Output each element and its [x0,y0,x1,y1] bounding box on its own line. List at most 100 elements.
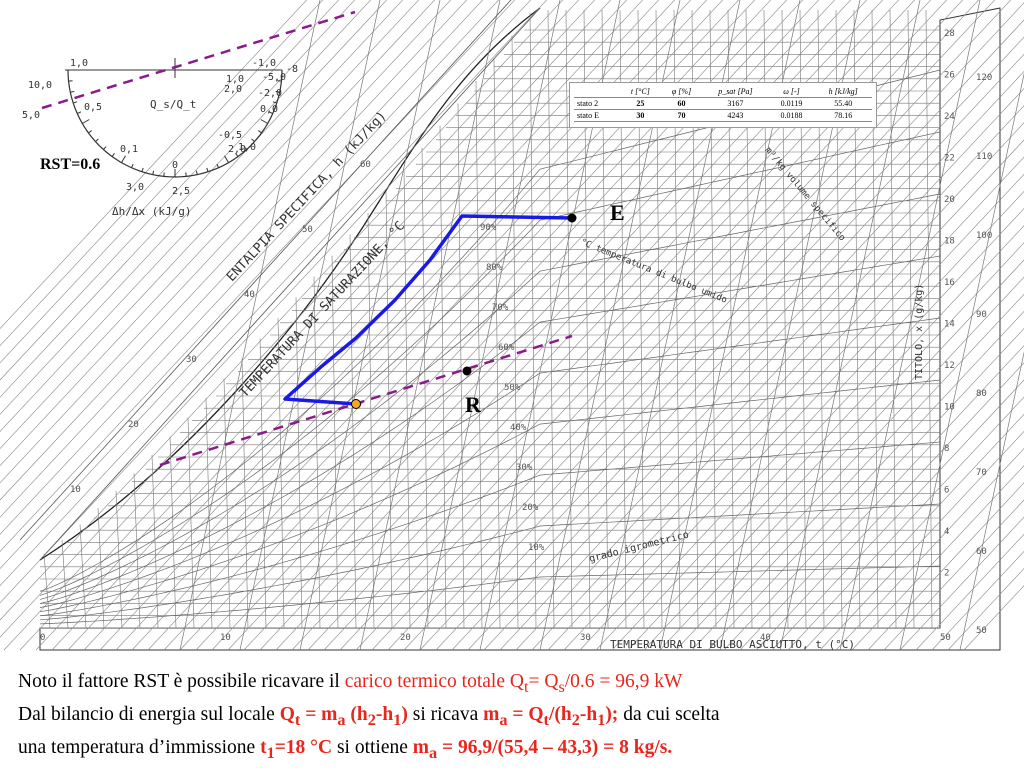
tick-label: 28 [944,29,955,39]
tick-label: 20 [128,420,139,430]
tick-label: 70 [976,468,987,478]
grid-line [359,0,501,651]
tick-label: 24 [944,112,955,122]
grid-line [323,0,932,651]
protractor-tick-label: -1,0 [252,58,276,69]
grid-line [0,0,436,467]
rst-label: RST=0.6 [40,156,101,173]
grid-line [835,448,1024,651]
humidity-ratio-ticks: 28 26 24 22 20 18 16 14 12 10 8 6 4 2 [944,29,955,579]
grid-line [349,234,357,629]
grid-line [475,80,483,629]
tick-label: 50 [302,225,313,235]
table-cell: 60 [660,97,703,110]
dry-bulb-label: TEMPERATURA DI BULBO ASCIUTTO, t (°C) [610,638,855,651]
humidity-ratio-label: TITOLO, x (g/kg) [914,284,925,380]
grid-line [499,88,1024,651]
tick-label: 10 [220,633,231,643]
grid-line [307,0,916,651]
grid-line [163,0,772,651]
grid-line [867,482,1024,651]
grid-line [115,0,724,651]
protractor-tick-label: 2,0 [228,144,246,155]
protractor-tick-label: 0,1 [120,144,138,155]
grid-line [419,0,561,651]
table-cell: 4243 [702,109,769,122]
protractor-tick-label: 2,5 [172,186,190,197]
tick-label: 16 [944,278,955,288]
grid-line [385,191,393,629]
grid-line [0,0,452,484]
protractor-tick-label: -0,5 [218,130,242,141]
tick-label: 90% [480,223,497,233]
grid-line [371,0,980,651]
grid-line [227,0,836,651]
grid-line [259,338,267,629]
rh-curve [39,565,941,625]
text-line-1: Noto il fattore RST è possibile ricavare… [18,671,683,696]
point-supply [351,399,361,409]
grid-line [579,173,1024,651]
tick-label: 50 [940,633,951,643]
grid-line [515,105,1024,651]
grid-line [659,259,1024,651]
tick-label: 30 [580,633,591,643]
grid-line [259,0,868,651]
table-cell: 25 [619,97,661,110]
tick-label: 50 [976,626,987,636]
tick-label: 10% [528,543,545,553]
table-cell: 55.40 [814,97,872,110]
protractor-tick-label: -2,0 [258,88,282,99]
tick-label: 120 [976,73,992,83]
grid-line [779,0,921,651]
grid-line [547,139,1024,651]
process-line [283,214,573,406]
tick-label: 0 [40,633,45,643]
grid-line [0,0,548,587]
grid-line [819,430,1024,651]
rh-ticks: 90% 80% 70% 60% 50% 40% 30% 20% 10% [480,223,545,553]
grid-line [19,0,628,651]
text-line-3: una temperatura d’immissione t1=18 °C si… [18,736,673,762]
table-header: φ [%] [660,86,703,98]
grid-line [275,0,884,651]
grid-line [483,70,1024,651]
grid-line [195,0,804,651]
rst-line-chart [159,334,573,467]
grid-line [133,473,141,629]
rh-curve [39,441,941,617]
point-e [567,213,577,223]
grid-line [739,345,1024,651]
table-row: stato E 30 70 4243 0.0188 78.16 [574,109,872,122]
protractor-tick-label: -8 [286,64,298,75]
grid-line [675,276,1024,651]
table-cell: 70 [660,109,703,122]
tick-label: 6 [944,486,949,496]
grid-line [883,499,1024,651]
tick-label: 70% [492,303,509,313]
table-cell: 30 [619,109,661,122]
grid-line [925,9,933,629]
grid-line [83,0,692,651]
grid-line [643,242,1024,651]
grid-line [691,293,1024,651]
protractor-tick-label: 0,0 [260,104,278,115]
grid-line [79,524,87,629]
tick-label: 30% [516,463,533,473]
tick-label: 30 [186,355,197,365]
grid-line [723,328,1024,651]
grid-line [211,0,820,651]
protractor-tick-label: 1,0 [70,58,88,69]
grid-line [467,53,1024,651]
protractor-tick-label: 0 [172,160,178,171]
protractor-tick-label: 1,0 [238,142,256,153]
table-cell: 3167 [702,97,769,110]
tick-label: 26 [944,71,955,81]
table-cell: stato 2 [574,97,620,110]
grid-line [3,0,612,651]
grid-line [0,0,388,415]
table-row: stato 2 25 60 3167 0.0119 55.40 [574,97,872,110]
grid-line [755,362,1024,651]
protractor-qs-label: Q_s/Q_t [150,98,196,111]
grid-line [179,0,321,651]
